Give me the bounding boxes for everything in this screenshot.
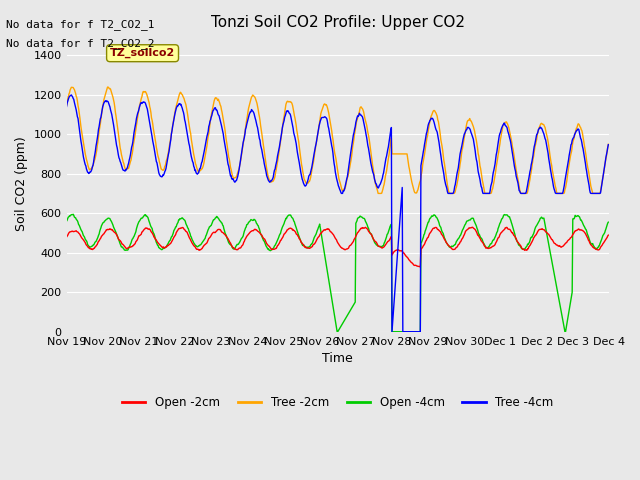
Title: Tonzi Soil CO2 Profile: Upper CO2: Tonzi Soil CO2 Profile: Upper CO2	[211, 15, 465, 30]
Text: No data for f T2_CO2_1: No data for f T2_CO2_1	[6, 19, 155, 30]
Text: No data for f T2_CO2_2: No data for f T2_CO2_2	[6, 38, 155, 49]
X-axis label: Time: Time	[323, 352, 353, 365]
Y-axis label: Soil CO2 (ppm): Soil CO2 (ppm)	[15, 136, 28, 231]
Text: TZ_soilco2: TZ_soilco2	[110, 48, 175, 59]
Legend: Open -2cm, Tree -2cm, Open -4cm, Tree -4cm: Open -2cm, Tree -2cm, Open -4cm, Tree -4…	[117, 391, 558, 413]
